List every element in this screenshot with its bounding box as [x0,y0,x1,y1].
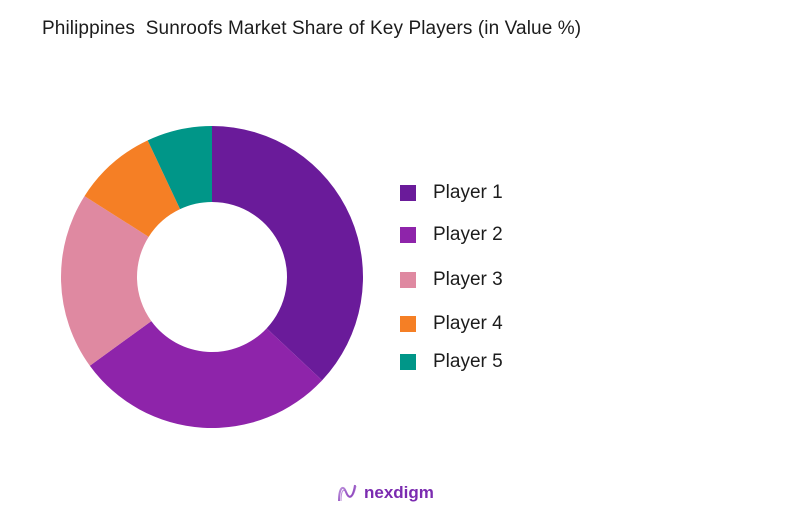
legend-swatch-player-1 [400,185,416,201]
legend-swatch-player-2 [400,227,416,243]
legend-item-player-3: Player 3 [400,269,503,291]
legend-swatch-player-4 [400,316,416,332]
legend-label-player-1: Player 1 [433,182,503,203]
legend-label-player-3: Player 3 [433,269,503,290]
legend-item-player-5: Player 5 [400,351,503,373]
donut-slice-player-4 [84,140,181,237]
legend-label-player-2: Player 2 [433,224,503,245]
legend-label-player-5: Player 5 [433,351,503,372]
chart-title: Philippines Sunroofs Market Share of Key… [42,18,582,39]
donut-slice-player-3 [61,196,152,366]
legend-swatch-player-5 [400,354,416,370]
donut-slice-player-2 [89,321,323,428]
legend-item-player-4: Player 4 [400,313,503,335]
legend-swatch-player-3 [400,272,416,288]
nexdigm-logo-icon [338,484,357,502]
legend-item-player-2: Player 2 [400,224,503,246]
legend-item-player-1: Player 1 [400,182,503,204]
donut-slice-player-5 [147,126,212,210]
brand-name: nexdigm [364,483,434,502]
legend-label-player-4: Player 4 [433,313,503,334]
brand-logo: nexdigm [336,482,434,504]
donut-slice-player-1 [212,126,363,381]
